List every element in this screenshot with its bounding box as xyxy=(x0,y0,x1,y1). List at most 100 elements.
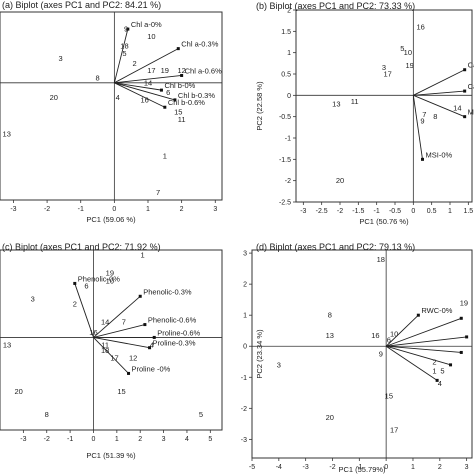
observation-label: 17 xyxy=(147,66,155,75)
observation-label: 16 xyxy=(371,331,379,340)
plot-frame xyxy=(0,11,223,201)
observation-label: 10 xyxy=(404,48,412,57)
x-tick-label: 3 xyxy=(162,436,166,443)
biplot-panel-c: -3 -2 -1 0 1 2 3 4 5Phenolic-0%Phenolic-0.3%Phen… xyxy=(0,242,223,460)
x-tick-label: 5 xyxy=(208,436,212,443)
observation-label: 20 xyxy=(326,413,334,422)
observation-label: 10 xyxy=(106,276,114,285)
observation-label: 11 xyxy=(178,115,186,124)
x-axis-title: PC1 (55.79%) xyxy=(338,465,386,474)
loading-vector xyxy=(93,337,129,374)
observation-label: 19 xyxy=(460,298,468,307)
observation-label: 3 xyxy=(277,360,281,369)
loading-vector-tip xyxy=(126,27,130,31)
x-tick-label: -3 xyxy=(10,206,16,213)
observation-label: 2 xyxy=(73,300,77,309)
loading-label: MSI-0% xyxy=(426,150,453,159)
loading-vector-tip xyxy=(176,47,180,51)
x-tick-label: -2 xyxy=(337,208,343,215)
loading-vector-tip xyxy=(435,378,439,382)
x-tick-label: -3 xyxy=(20,436,26,443)
y-axis-title: PC2 (22.58 %) xyxy=(255,81,264,131)
x-tick-label: -3 xyxy=(300,208,306,215)
observation-label: 8 xyxy=(45,410,49,419)
loading-vector-tip xyxy=(463,68,467,72)
loading-vector xyxy=(413,69,465,96)
observation-label: 7 xyxy=(122,318,126,327)
observation-label: 16 xyxy=(416,23,424,32)
loading-vector-tip xyxy=(459,350,463,354)
loading-vector xyxy=(413,94,465,118)
observation-label: 16 xyxy=(140,95,148,104)
loading-vector xyxy=(386,345,451,366)
observation-label: 14 xyxy=(453,104,461,113)
loading-label: Chl a-0% xyxy=(131,20,162,29)
observation-label: 4 xyxy=(438,379,442,388)
loading-vector-tip xyxy=(459,316,463,320)
y-tick-label: 0.5 xyxy=(281,72,291,79)
x-axis-title: PC1 (59.06 %) xyxy=(86,215,136,224)
loading-vector xyxy=(114,48,179,84)
x-tick-label: -3 xyxy=(303,464,309,471)
y-tick-label: -2.5 xyxy=(279,200,291,207)
panel-title: (a) Biplot (axes PC1 and PC2: 84.21 %) xyxy=(2,0,161,10)
observation-label: 8 xyxy=(328,311,332,320)
loading-vector xyxy=(114,82,166,108)
x-tick-label: 4 xyxy=(185,436,189,443)
loading-label: Proline-0.6% xyxy=(157,328,200,337)
loading-vector xyxy=(114,82,176,101)
loading-label: Phenolic-0% xyxy=(78,274,120,283)
x-tick-label: -0.5 xyxy=(389,208,401,215)
y-tick-label: -1 xyxy=(241,375,247,382)
observation-label: 5 xyxy=(122,49,126,58)
observation-label: 19 xyxy=(405,61,413,70)
y-tick-label: 1.5 xyxy=(281,29,291,36)
x-tick-label: -1 xyxy=(356,464,362,471)
loading-vector xyxy=(93,336,150,349)
observation-label: 6 xyxy=(387,336,391,345)
plot-frame xyxy=(295,9,473,203)
observation-label: 11 xyxy=(351,97,359,106)
loading-vector-tip xyxy=(138,294,142,298)
observation-label: 6 xyxy=(166,88,170,97)
observation-label: 16 xyxy=(89,328,97,337)
observation-label: 18 xyxy=(377,255,385,264)
observation-label: 5 xyxy=(400,44,404,53)
y-tick-label: 3 xyxy=(243,251,247,258)
x-tick-label: -2 xyxy=(44,206,50,213)
x-tick-label: -2 xyxy=(329,464,335,471)
x-tick-label: -1 xyxy=(78,206,84,213)
loading-vector-tip xyxy=(152,335,156,339)
loading-vector-tip xyxy=(143,323,147,327)
loading-vector xyxy=(114,75,182,84)
y-tick-label: 2 xyxy=(287,8,291,15)
y-tick-label: 0 xyxy=(287,93,291,100)
loading-vector-tip xyxy=(421,157,424,161)
y-axis-title: PC2 (23.34 %) xyxy=(255,329,264,379)
observation-label: 17 xyxy=(390,426,398,435)
observation-label: 11 xyxy=(101,341,109,350)
x-tick-label: -2.5 xyxy=(316,208,328,215)
loading-label: Phenolic-0.3% xyxy=(143,287,192,296)
observation-label: 2 xyxy=(432,357,436,366)
loading-vector xyxy=(113,28,129,83)
loading-label: Chl b-0.3% xyxy=(178,91,215,100)
observation-label: 9 xyxy=(420,116,424,125)
loading-label: Chl a-0.6% xyxy=(185,66,222,75)
observation-label: 8 xyxy=(95,73,99,82)
observation-label: 17 xyxy=(383,70,391,79)
loading-vector xyxy=(385,314,419,347)
x-tick-label: 0 xyxy=(92,436,96,443)
loading-label: M xyxy=(468,108,474,117)
observation-label: 3 xyxy=(382,63,386,72)
observation-label: 18 xyxy=(120,42,128,51)
observation-label: 5 xyxy=(440,367,444,376)
loading-vector-tip xyxy=(127,371,131,375)
observation-label: 4 xyxy=(150,341,154,350)
loading-vector xyxy=(114,82,162,91)
panel-title: (c) Biplot (axes PC1 and PC2: 71.92 %) xyxy=(2,242,161,252)
observation-label: 17 xyxy=(110,354,118,363)
observation-label: 12 xyxy=(177,66,185,75)
x-tick-label: 2 xyxy=(138,436,142,443)
